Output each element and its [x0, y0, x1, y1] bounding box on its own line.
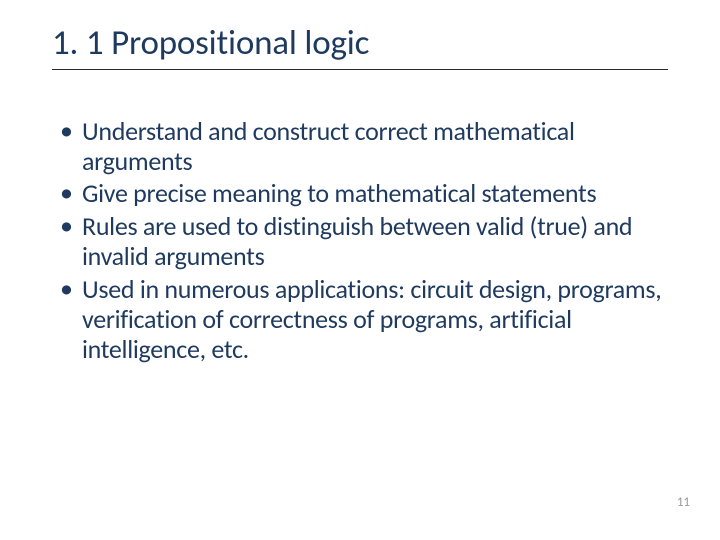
title-divider: [52, 69, 668, 70]
list-item: Used in numerous applications: circuit d…: [58, 274, 668, 365]
list-item: Understand and construct correct mathema…: [58, 116, 668, 177]
slide-title: 1. 1 Propositional logic: [52, 24, 668, 63]
slide: 1. 1 Propositional logic Understand and …: [0, 0, 720, 540]
bullet-list: Understand and construct correct mathema…: [52, 116, 668, 365]
page-number: 11: [677, 495, 690, 510]
list-item: Rules are used to distinguish between va…: [58, 211, 668, 272]
list-item: Give precise meaning to mathematical sta…: [58, 178, 668, 208]
